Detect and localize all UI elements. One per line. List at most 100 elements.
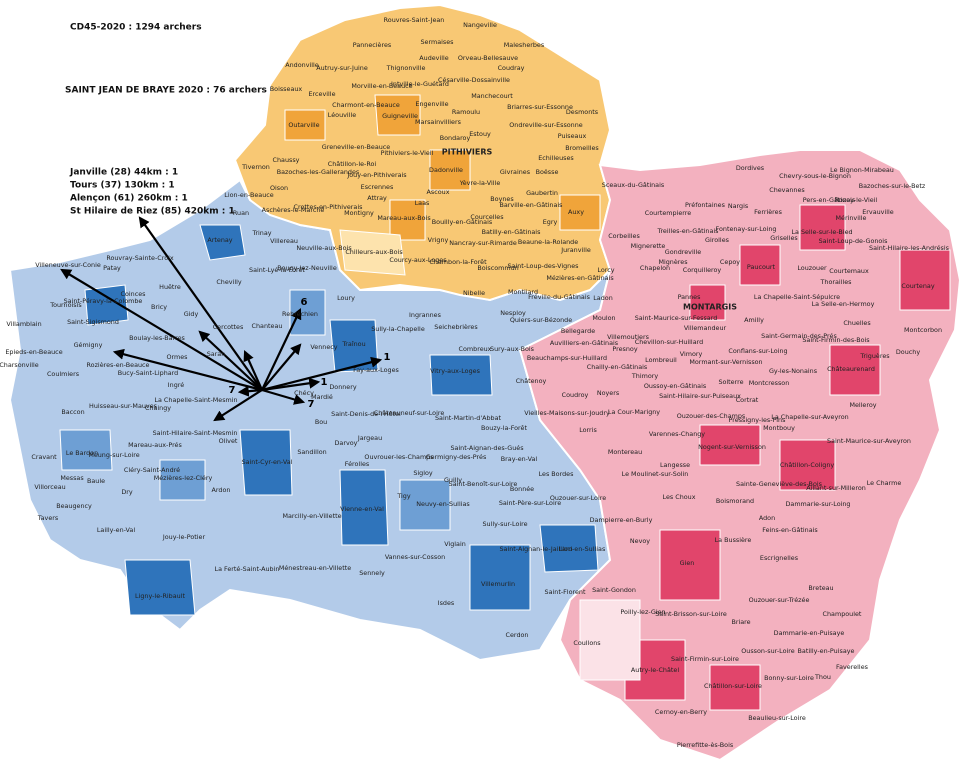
commune-label: Férolles [345,460,370,468]
commune-label: Cerdon [506,631,529,639]
commune-label: La Selle-sur-le-Bied [791,228,852,236]
commune-label: Cepoy [720,258,740,266]
commune-label: Feins-en-Gâtinais [762,526,818,534]
arrow-count: 7 [229,385,236,396]
commune-label: Juranville [560,246,591,254]
commune-label: Saint-Lyé-la-Forêt [249,266,305,274]
commune-label: Huêtre [159,283,181,291]
commune-label: Vannes-sur-Cosson [385,553,445,561]
commune-label: Rouvray-Sainte-Croix [106,254,174,262]
commune-label: Poilly-lez-Gien [620,608,665,616]
commune-label: Sully-sur-Loire [482,520,527,528]
commune-label: Dammarie-sur-Loing [786,500,851,508]
commune-label: Mignerette [631,242,666,250]
commune-label: Corquilleroy [683,266,722,274]
commune-label: Corbeilles [608,232,640,240]
commune-label: Autry-le-Châtel [631,666,679,674]
commune-label: Boulay-les-Barres [129,334,185,342]
commune-label: Charsonville [0,361,39,369]
arrow [198,330,263,391]
commune-label: Bonny-sur-Loire [764,674,814,682]
commune-label: Bondaroy [440,134,471,142]
commune-label: Briare [731,618,750,626]
commune-label: Ladon [593,294,613,302]
commune-label: Treilles-en-Gâtinais [656,227,719,235]
commune-label: Saint-Florent [545,588,586,596]
arrow [243,349,264,391]
commune-label: Mignères [658,258,688,266]
commune-label: Loury [337,294,355,302]
commune-label: Montliard [508,288,538,296]
commune-label: Thignonville [386,64,426,72]
commune-label: Saran [207,350,226,358]
commune-label: La Cour-Marigny [608,408,660,416]
commune-label: Montbouy [763,424,795,432]
commune-label: La Chapelle-sur-Aveyron [771,413,848,421]
commune-label: Bou [315,418,327,426]
commune-label: Combreux [459,345,492,353]
commune-label: Fréville-du-Gâtinais [528,293,591,301]
commune-label: Boisseaux [270,85,303,93]
commune-label: Beauchamps-sur-Huillard [527,354,607,362]
commune-label: Attray [367,194,387,202]
commune-label: Noyers [597,389,620,397]
commune-label: Meung-sur-Loire [88,451,139,459]
commune-label: Douchy [896,348,920,356]
commune-label: Sceaux-du-Gâtinais [602,181,665,189]
commune-label: Châteauneuf-sur-Loire [374,409,445,417]
commune-label: Saint-Brisson-sur-Loire [655,610,727,618]
commune-label: Champoulet [823,610,862,618]
commune-label: Malesherbes [504,41,545,49]
commune-label: Ouvrouer-les-Champs [364,453,434,461]
commune-label: Nancray-sur-Rimarde [449,239,517,247]
arrow [261,356,383,392]
arrow [261,388,306,405]
commune-label: Beaugency [56,502,92,510]
commune-label: Escrignelles [760,554,799,562]
commune-label: Mérinville [836,214,867,222]
commune-label: Ingré [168,381,184,389]
commune-label: Nangeville [463,21,497,29]
shading [59,94,951,711]
arrow-counts: 6 1 1 7 7 [229,297,391,410]
arrow [261,377,321,392]
commune-label: Cravant [31,453,57,461]
commune-label: Ascoux [427,188,450,196]
commune-label: Les Choux [663,493,696,501]
commune-label: Greneville-en-Beauce [322,143,391,151]
commune-label: Gémigny [74,341,103,349]
commune-label: Chambon-la-Forêt [429,258,487,266]
commune-label: Dadonville [429,166,463,174]
commune-label: Oussoy-en-Gâtinais [644,382,707,390]
commune-label: Ferrières [754,208,783,216]
commune-label: Echilleuses [538,154,574,162]
commune-label: Le Moulinet-sur-Solin [622,470,689,478]
total-title: CD45-2020 : 1294 archers [70,23,202,33]
commune-label: Saint-Loup-de-Gonois [819,237,889,245]
commune-label: Montcorbon [904,326,942,334]
commune-label: Gidy [184,310,199,318]
commune-label: Jargeau [357,434,382,442]
commune-label: Presnoy [612,345,637,353]
commune-label: Vrigny [428,236,449,244]
commune-label: Gien [680,559,695,567]
commune-label: Solterre [718,378,743,386]
arrow-count: 6 [301,297,308,308]
commune-label: Rozoy-le-Vieil [835,196,878,204]
commune-label: Amilly [744,316,764,324]
commune-label: Lorcy [597,266,614,274]
commune-label: Dry [121,488,133,496]
commune-label: Sury-aux-Bois [490,345,535,353]
arrow [261,308,302,391]
commune-label: Villamblain [6,320,41,328]
commune-label: Boiscommun [477,264,518,272]
commune-label: Dampierre-en-Burly [590,516,653,524]
commune-label: Boësse [536,168,559,176]
commune-label: Mézières-en-Gâtinais [546,274,614,282]
commune-label: Mormant-sur-Vernisson [689,358,762,366]
commune-label: Engenville [415,100,448,108]
commune-label: Faverelles [836,663,869,671]
commune-label: Laas [415,199,430,207]
